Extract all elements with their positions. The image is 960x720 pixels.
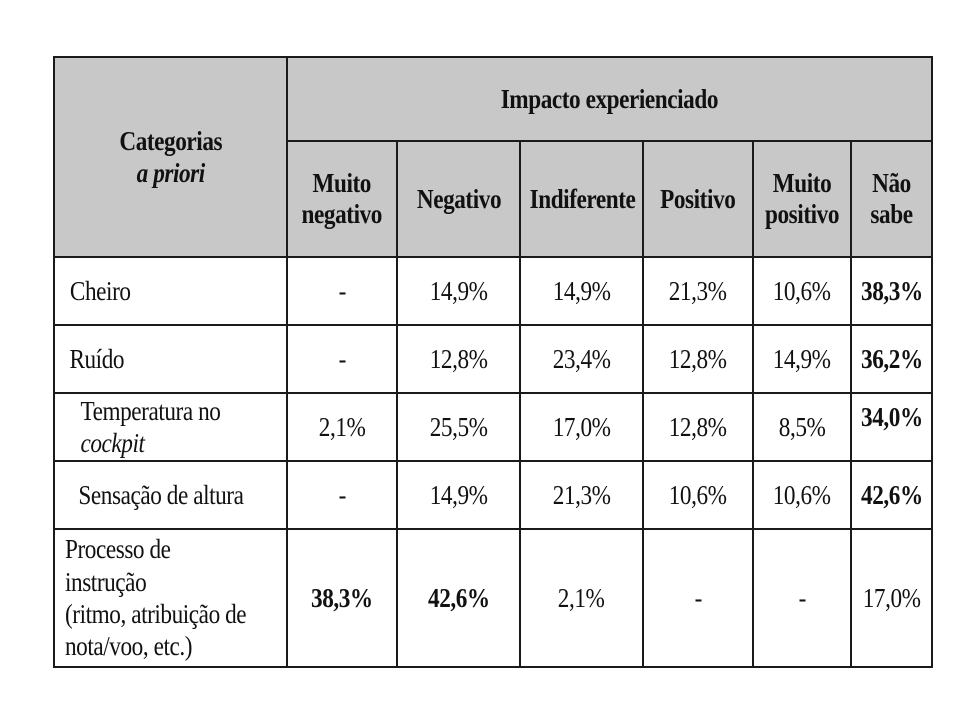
column-header-label: Muito	[772, 167, 832, 198]
impact-table-container: Categorias a priori Impacto experienciad…	[53, 56, 933, 668]
impact-group-header-label: Impacto experienciado	[500, 83, 719, 114]
table-row-noise: Ruído - 12,8% 23,4% 12,8% 14,9% 36,2%	[53, 324, 933, 394]
table-row-cockpit-temperature: Temperatura no cockpit 2,1% 25,5% 17,0% …	[53, 392, 933, 462]
table-row-height-sensation: Sensação de altura - 14,9% 21,3% 10,6% 1…	[53, 460, 933, 530]
column-header-label: Negativo	[416, 183, 501, 214]
column-header-dont-know: Não sabe	[850, 139, 933, 259]
table-cell: 10,6%	[752, 256, 852, 326]
column-header-very-negative: Muito negativo	[286, 139, 398, 259]
table-cell: 8,5%	[752, 392, 852, 462]
row-label: Ruído	[53, 324, 288, 394]
table-cell: 21,3%	[642, 256, 754, 326]
row-label: Sensação de altura	[53, 460, 288, 530]
table-cell-highlight: 34,0%	[850, 392, 933, 462]
table-cell: 10,6%	[752, 460, 852, 530]
row-label: Temperatura no cockpit	[53, 392, 288, 462]
row-label: Processo de instrução (ritmo, atribuição…	[53, 528, 288, 668]
table-cell: 2,1%	[286, 392, 398, 462]
table-cell: -	[286, 256, 398, 326]
column-header-label: positivo	[765, 198, 839, 229]
column-header-label: Não	[872, 167, 911, 198]
table-cell: -	[642, 528, 754, 668]
row-label: Cheiro	[53, 256, 288, 326]
table-cell: 12,8%	[642, 392, 754, 462]
category-header: Categorias a priori	[53, 56, 288, 258]
table-cell: 21,3%	[519, 460, 644, 530]
table-cell: 14,9%	[396, 256, 521, 326]
table-cell-highlight: 42,6%	[396, 528, 521, 668]
table-cell: -	[752, 528, 852, 668]
table-cell: -	[286, 324, 398, 394]
impact-group-header: Impacto experienciado	[286, 56, 933, 142]
table-cell-highlight: 38,3%	[850, 256, 933, 326]
column-header-label: Indiferente	[529, 183, 636, 214]
table-cell-highlight: 42,6%	[850, 460, 933, 530]
table-cell: 12,8%	[642, 324, 754, 394]
table-cell: 14,9%	[519, 256, 644, 326]
column-header-label: sabe	[870, 198, 913, 229]
table-cell: 25,5%	[396, 392, 521, 462]
table-cell: 17,0%	[519, 392, 644, 462]
table-cell-highlight: 38,3%	[286, 528, 398, 668]
column-header-label: Positivo	[660, 183, 736, 214]
impact-table: Categorias a priori Impacto experienciad…	[53, 56, 933, 668]
category-header-line2: a priori	[136, 158, 205, 188]
table-cell: 23,4%	[519, 324, 644, 394]
table-cell: -	[286, 460, 398, 530]
table-row-smell: Cheiro - 14,9% 14,9% 21,3% 10,6% 38,3%	[53, 256, 933, 326]
table-cell: 14,9%	[752, 324, 852, 394]
table-cell: 14,9%	[396, 460, 521, 530]
column-header-indifferent: Indiferente	[519, 139, 644, 259]
column-header-label: Muito	[312, 167, 372, 198]
category-header-line1: Categorias	[119, 125, 222, 156]
table-cell: 12,8%	[396, 324, 521, 394]
table-cell-highlight: 36,2%	[850, 324, 933, 394]
table-cell: 17,0%	[850, 528, 933, 668]
column-header-label: negativo	[301, 198, 383, 229]
table-row-instruction-process: Processo de instrução (ritmo, atribuição…	[53, 528, 933, 668]
column-header-positive: Positivo	[642, 139, 754, 259]
table-cell: 10,6%	[642, 460, 754, 530]
table-cell: 2,1%	[519, 528, 644, 668]
column-header-negative: Negativo	[396, 139, 521, 259]
column-header-very-positive: Muito positivo	[752, 139, 852, 259]
